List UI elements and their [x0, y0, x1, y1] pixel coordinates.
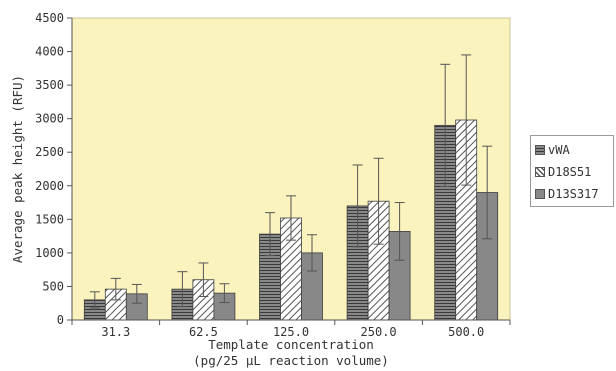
y-tick-label: 500 [42, 279, 64, 293]
x-axis-title-line1: Template concentration [208, 337, 374, 352]
y-tick-label: 2500 [35, 145, 64, 159]
legend: vWA D18S51 D13S317 [530, 135, 614, 207]
legend-swatch-vwa [535, 145, 545, 155]
legend-swatch-d18s51 [535, 167, 545, 177]
y-tick-label: 0 [57, 313, 64, 327]
error-bars [89, 54, 493, 309]
y-axis-ticks: 0 500 1000 1500 2000 2500 3000 3500 4000 4500 [35, 11, 72, 327]
legend-label-d18s51: D18S51 [548, 165, 592, 179]
legend-label-vwa: vWA [548, 143, 570, 157]
y-tick-label: 2000 [35, 179, 64, 193]
y-tick-label: 3500 [35, 78, 64, 92]
x-axis-title-line2: (pg/25 μL reaction volume) [193, 353, 389, 368]
y-tick-label: 1500 [35, 212, 64, 226]
x-tick-label: 125.0 [273, 325, 309, 339]
legend-item-d13s317: D13S317 [535, 187, 599, 201]
y-tick-label: 4500 [35, 11, 64, 25]
legend-item-d18s51: D18S51 [535, 165, 591, 179]
x-axis-ticks: 31.3 62.5 125.0 250.0 500.0 [71, 320, 511, 339]
legend-swatch-d13s317 [535, 189, 545, 199]
y-tick-label: 3000 [35, 112, 64, 126]
x-tick-label: 31.3 [101, 325, 130, 339]
y-tick-label: 1000 [35, 246, 64, 260]
x-tick-label: 62.5 [189, 325, 218, 339]
x-tick-label: 250.0 [361, 325, 397, 339]
legend-label-d13s317: D13S317 [548, 187, 599, 201]
legend-item-vwa: vWA [535, 143, 570, 157]
y-tick-label: 4000 [35, 45, 64, 59]
x-tick-label: 500.0 [448, 325, 484, 339]
y-axis-title: Average peak height (RFU) [10, 75, 25, 263]
